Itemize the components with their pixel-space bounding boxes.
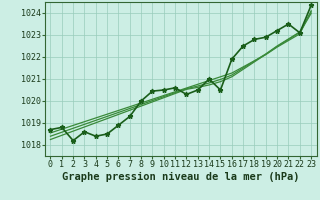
X-axis label: Graphe pression niveau de la mer (hPa): Graphe pression niveau de la mer (hPa) <box>62 172 300 182</box>
